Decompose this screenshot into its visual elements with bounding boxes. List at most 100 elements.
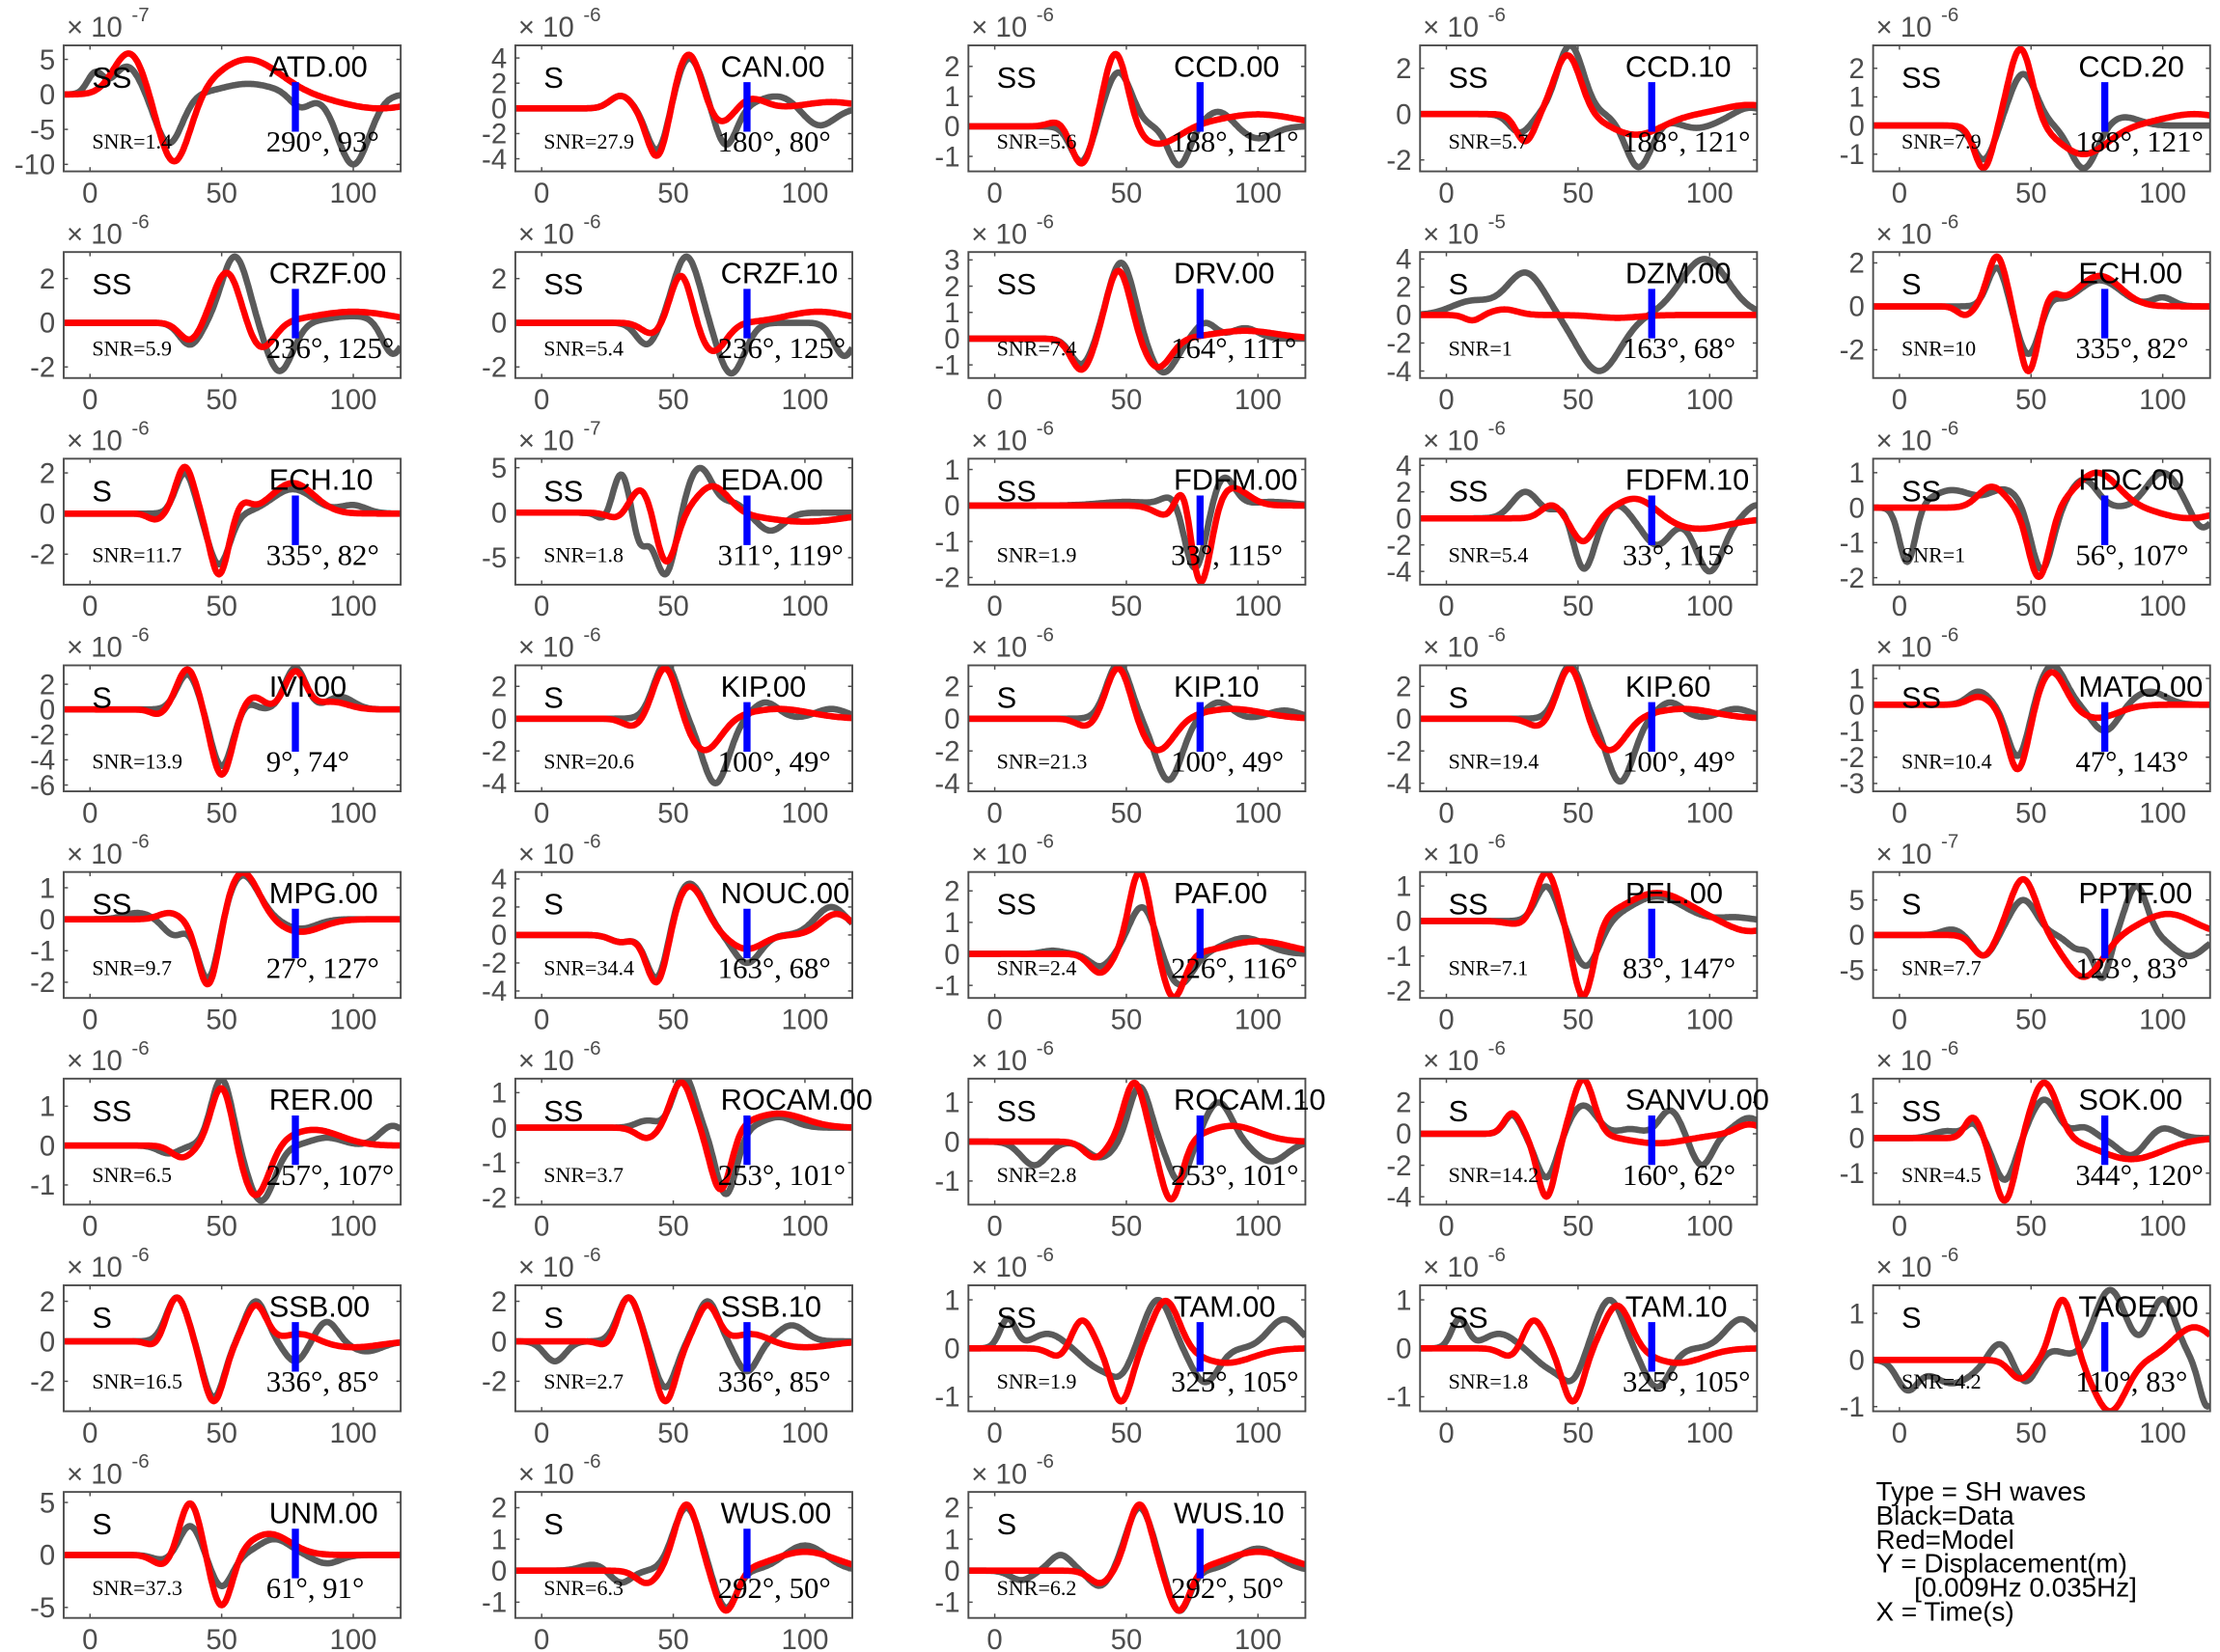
x-tick-label: 0 (534, 797, 549, 829)
x-tick-label: 0 (534, 178, 549, 209)
station-label: PEL.00 (1625, 876, 1723, 910)
phase-label: SS (1901, 1094, 1941, 1128)
plot-area (968, 871, 1306, 999)
axes-box (63, 44, 402, 173)
y-tick-label: 2 (944, 672, 959, 703)
x-tick-label: 50 (1111, 384, 1143, 416)
axes-box (63, 1284, 402, 1413)
snr-label: SNR=7.4 (997, 336, 1077, 360)
y-exponent-label: × 10 (971, 1252, 1027, 1283)
y-tick-label: -2 (934, 735, 959, 767)
y-exponent-label: × 10 (518, 426, 574, 457)
y-exponent-label: × 10 (1423, 1045, 1479, 1077)
y-tick-label: 1 (491, 1524, 507, 1556)
y-exponent-label: × 10 (1876, 218, 1932, 250)
station-label: SSB.00 (269, 1289, 370, 1323)
y-tick-label: 0 (1849, 110, 1865, 142)
y-tick-label: 2 (40, 1286, 55, 1318)
y-tick-label: -2 (1840, 335, 1865, 367)
y-tick-label: 0 (40, 79, 55, 111)
plot-area (1873, 45, 2210, 172)
y-tick-label: -4 (30, 745, 55, 777)
axes-box (63, 870, 402, 1000)
y-tick-label: 0 (40, 1540, 55, 1572)
phase-label: S (543, 888, 564, 922)
model-trace (514, 1501, 853, 1614)
azimuth-takeoff-label: 163°, 68° (1623, 332, 1735, 365)
y-tick-label: 0 (1849, 1123, 1865, 1155)
snr-label: SNR=9.7 (92, 956, 172, 980)
model-trace (64, 666, 402, 779)
phase-label: SS (92, 267, 131, 301)
x-tick-label: 100 (2139, 797, 2186, 829)
y-tick-label: -1 (30, 1170, 55, 1201)
y-tick-label: 4 (1396, 244, 1411, 276)
plot-area (64, 871, 402, 988)
y-tick-label: 0 (1396, 906, 1411, 938)
model-trace (1420, 665, 1758, 754)
axes-box (967, 251, 1307, 379)
y-tick-label: -1 (30, 936, 55, 968)
panel-ssb-00: 0 50 100 -2 0 2 × 10 -6 S SSB.00 SNR=16.5 336°, 85° (30, 1244, 402, 1449)
x-tick-label: 100 (2139, 1004, 2186, 1035)
snr-label: SNR=37.3 (92, 1576, 182, 1600)
y-tick-label: 0 (1849, 690, 1865, 722)
y-exponent-label: × 10 (67, 1458, 123, 1490)
y-tick-label: -1 (934, 349, 959, 381)
y-tick-label: 1 (1849, 1298, 1865, 1330)
x-tick-label: 100 (330, 1624, 377, 1652)
station-label: WUS.00 (721, 1496, 832, 1529)
station-label: RER.00 (269, 1083, 374, 1116)
y-tick-label: -1 (1840, 716, 1865, 748)
y-tick-label: 2 (40, 457, 55, 489)
plot-area (1873, 253, 2210, 374)
y-tick-label: -1 (1840, 139, 1865, 171)
azimuth-takeoff-label: 188°, 121° (2075, 125, 2203, 158)
model-trace (1420, 1302, 1758, 1405)
phase-label: S (543, 61, 564, 95)
y-tick-label: 0 (491, 498, 507, 530)
azimuth-takeoff-label: 236°, 125° (266, 332, 394, 365)
station-label: KIP.10 (1174, 670, 1259, 703)
x-tick-label: 50 (657, 1211, 689, 1243)
y-tick-label: 1 (944, 907, 959, 939)
azimuth-takeoff-label: 257°, 107° (266, 1159, 394, 1192)
y-exponent-power: -6 (1037, 831, 1054, 853)
y-tick-label: 0 (944, 939, 959, 971)
snr-label: SNR=10 (1901, 336, 1976, 360)
y-exponent-power: -6 (131, 1450, 149, 1473)
y-exponent-label: × 10 (971, 1458, 1027, 1490)
y-exponent-label: × 10 (518, 1045, 574, 1077)
x-tick-label: 100 (781, 1624, 828, 1652)
phase-label: SS (997, 888, 1037, 922)
x-tick-label: 0 (1892, 178, 1907, 209)
x-tick-label: 100 (1235, 1418, 1282, 1449)
snr-label: SNR=1.9 (997, 542, 1077, 566)
azimuth-takeoff-label: 110°, 83° (2075, 1365, 2187, 1398)
data-trace (64, 63, 402, 168)
y-tick-label: -2 (482, 948, 507, 979)
x-tick-label: 50 (1111, 591, 1143, 622)
y-exponent-label: × 10 (1423, 839, 1479, 870)
y-tick-label: 2 (944, 1493, 959, 1525)
azimuth-takeoff-label: 344°, 120° (2075, 1159, 2203, 1192)
x-tick-label: 0 (1438, 591, 1454, 622)
station-label: TAM.10 (1625, 1289, 1728, 1323)
snr-label: SNR=20.6 (543, 750, 634, 774)
y-tick-label: 2 (491, 1493, 507, 1525)
x-tick-label: 0 (1438, 384, 1454, 416)
station-label: ATD.00 (269, 49, 368, 83)
y-tick-label: -5 (30, 114, 55, 146)
axes-box (1419, 1077, 1759, 1206)
x-tick-label: 100 (2139, 178, 2186, 209)
y-tick-label: 0 (1396, 503, 1411, 535)
station-label: DZM.00 (1625, 256, 1732, 289)
phase-label: S (1449, 1094, 1469, 1128)
y-tick-label: 2 (1396, 53, 1411, 85)
y-tick-label: -2 (482, 1182, 507, 1214)
x-tick-label: 100 (2139, 384, 2186, 416)
